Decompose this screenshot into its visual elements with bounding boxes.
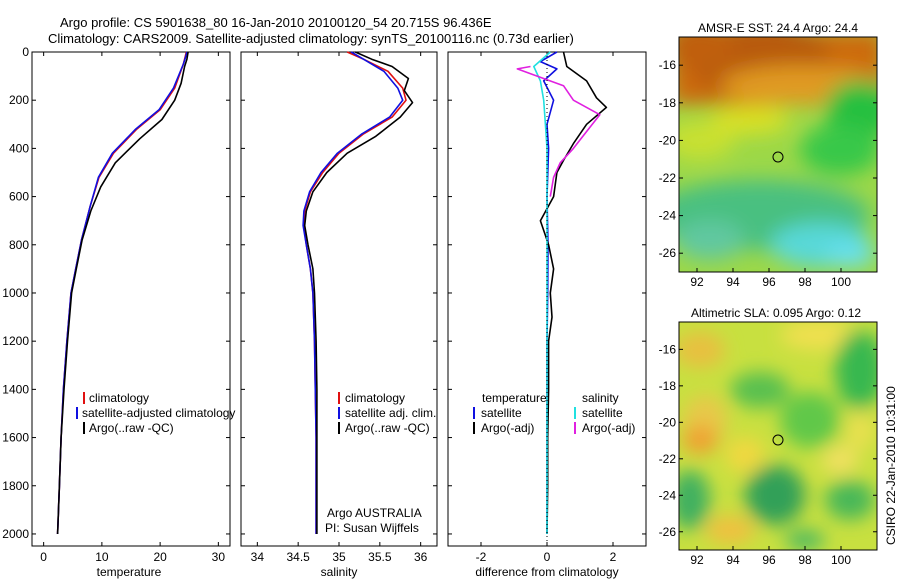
x-tick-label: 35 bbox=[332, 550, 346, 564]
y-tick-label: -22 bbox=[659, 452, 677, 466]
difference-xlabel: difference from climatology bbox=[475, 565, 618, 579]
y-tick-label: -18 bbox=[659, 379, 677, 393]
sla-map-frame bbox=[678, 321, 878, 551]
y-tick-label: -24 bbox=[659, 209, 677, 223]
series-line-3 bbox=[516, 65, 601, 197]
x-tick-label: 34.5 bbox=[286, 550, 310, 564]
series-line-0 bbox=[539, 51, 558, 534]
x-tick-label: 96 bbox=[762, 275, 776, 289]
legend-label-sal-satellite: satellite bbox=[582, 406, 623, 420]
x-tick-label: 98 bbox=[798, 275, 812, 289]
y-tick-label: -26 bbox=[659, 246, 677, 260]
legend-label-satellite: satellite-adjusted climatology bbox=[82, 406, 235, 420]
y-tick-label: 200 bbox=[9, 93, 29, 107]
y-tick-label: -18 bbox=[659, 96, 677, 110]
legend-header-temperature: temperature bbox=[482, 391, 547, 405]
legend-label-argo: Argo(..raw -QC) bbox=[345, 421, 430, 435]
legend-label-temp-satellite: satellite bbox=[481, 406, 522, 420]
y-tick-label: 1400 bbox=[2, 382, 29, 396]
sst-map-frame bbox=[678, 36, 878, 273]
x-tick-label: 10 bbox=[95, 550, 109, 564]
x-tick-label: 100 bbox=[831, 553, 851, 567]
x-tick-label: 94 bbox=[726, 275, 740, 289]
x-tick-label: 94 bbox=[726, 553, 740, 567]
y-tick-label: -20 bbox=[659, 415, 677, 429]
y-tick-label: 0 bbox=[22, 45, 29, 59]
x-tick-label: 0 bbox=[544, 550, 551, 564]
series-line-1 bbox=[539, 51, 608, 535]
x-tick-label: 92 bbox=[690, 275, 704, 289]
temperature-plot-frame bbox=[31, 51, 231, 547]
y-tick-label: 1800 bbox=[2, 479, 29, 493]
series-line-2 bbox=[303, 51, 414, 534]
x-tick-label: 96 bbox=[762, 553, 776, 567]
x-tick-label: 36 bbox=[414, 550, 428, 564]
x-tick-label: 30 bbox=[212, 550, 226, 564]
salinity-xlabel: salinity bbox=[321, 565, 358, 579]
temperature-xlabel: temperature bbox=[97, 565, 162, 579]
salinity-plot: 34 34.5 35 35.5 36 bbox=[241, 51, 437, 564]
series-line-1 bbox=[302, 51, 404, 534]
legend-label-temp-argo: Argo(-adj) bbox=[481, 421, 534, 435]
temperature-plot: 0 200 400 600 800 1000 1200 1400 1600 1800 2000 0 10… bbox=[2, 45, 230, 564]
y-tick-label: 2000 bbox=[2, 527, 29, 541]
legend-label-satellite: satellite adj. clim. bbox=[345, 406, 436, 420]
y-tick-label: -26 bbox=[659, 525, 677, 539]
salinity-plot-frame bbox=[240, 51, 438, 547]
x-tick-label: 34 bbox=[251, 550, 265, 564]
y-tick-label: 600 bbox=[9, 190, 29, 204]
sla-argo-marker bbox=[772, 434, 784, 446]
y-tick-label: -22 bbox=[659, 171, 677, 185]
legend-header-salinity: salinity bbox=[582, 391, 619, 405]
x-tick-label: 35.5 bbox=[368, 550, 392, 564]
temperature-legend: climatology satellite-adjusted climatolo… bbox=[76, 391, 235, 435]
header-line-1: Argo profile: CS 5901638_80 16-Jan-2010 … bbox=[60, 15, 492, 30]
header-line-2: Climatology: CARS2009. Satellite-adjuste… bbox=[48, 31, 574, 46]
y-tick-label: -16 bbox=[659, 58, 677, 72]
sla-map bbox=[679, 322, 877, 550]
side-label: CSIRO 22-Jan-2010 10:31:00 bbox=[884, 386, 898, 545]
x-tick-label: 100 bbox=[831, 275, 851, 289]
legend-label-argo: Argo(..raw -QC) bbox=[89, 421, 174, 435]
x-tick-label: 98 bbox=[798, 553, 812, 567]
sst-map-title: AMSR-E SST: 24.4 Argo: 24.4 bbox=[698, 21, 858, 35]
sla-map-title: Altimetric SLA: 0.095 Argo: 0.12 bbox=[691, 306, 861, 320]
x-tick-label: 92 bbox=[690, 553, 704, 567]
x-tick-label: -2 bbox=[476, 550, 487, 564]
sst-map-axes: 92 94 96 98 100 -16 -18 -20 -22 -24 -26 bbox=[659, 58, 877, 289]
sst-argo-marker bbox=[772, 151, 784, 163]
annotation-line-1: Argo AUSTRALIA bbox=[327, 506, 422, 520]
legend-label-climatology: climatology bbox=[345, 391, 405, 405]
y-tick-label: -20 bbox=[659, 133, 677, 147]
legend-label-sal-argo: Argo(-adj) bbox=[582, 421, 635, 435]
legend-label-climatology: climatology bbox=[89, 391, 149, 405]
difference-legend: temperature salinity satellite Argo(-adj… bbox=[473, 391, 635, 435]
y-tick-label: 800 bbox=[9, 238, 29, 252]
sst-map bbox=[679, 37, 877, 272]
y-tick-label: 1200 bbox=[2, 334, 29, 348]
sla-map-axes: 92 94 96 98 100 -16 -18 -20 -22 -24 -26 bbox=[659, 342, 877, 567]
series-line-0 bbox=[56, 51, 188, 535]
difference-plot: -2 0 2 bbox=[448, 51, 646, 564]
y-tick-label: -24 bbox=[659, 488, 677, 502]
series-line-2 bbox=[56, 51, 189, 535]
salinity-legend: climatology satellite adj. clim. Argo(..… bbox=[325, 391, 436, 535]
x-tick-label: 20 bbox=[153, 550, 167, 564]
x-tick-label: 2 bbox=[610, 550, 617, 564]
x-tick-label: 0 bbox=[40, 550, 47, 564]
y-tick-label: 400 bbox=[9, 141, 29, 155]
y-tick-label: -16 bbox=[659, 342, 677, 356]
y-tick-label: 1600 bbox=[2, 431, 29, 445]
y-tick-label: 1000 bbox=[2, 286, 29, 300]
annotation-line-2: PI: Susan Wijffels bbox=[325, 521, 419, 535]
series-line-1 bbox=[56, 51, 188, 535]
